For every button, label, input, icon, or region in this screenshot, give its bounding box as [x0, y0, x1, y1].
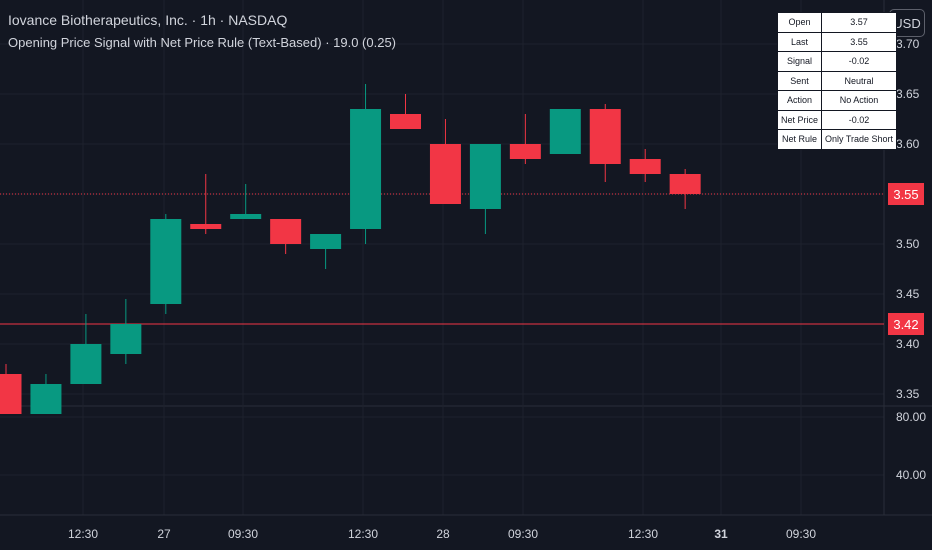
info-table-key: Sent: [776, 70, 823, 91]
y-tick-label: 3.70: [896, 37, 920, 51]
candle-body: [469, 144, 501, 209]
candle-body: [669, 174, 701, 194]
info-table-value: -0.02: [821, 109, 898, 130]
info-table-key: Signal: [776, 51, 823, 72]
info-table-row: Net Price -0.02: [776, 109, 898, 130]
info-table-key: Net Price: [776, 109, 823, 130]
y-tick-label: 3.60: [896, 137, 920, 151]
last-price-tag: 3.55: [888, 183, 924, 205]
candle-body: [390, 114, 421, 129]
indicator-title[interactable]: Opening Price Signal with Net Price Rule…: [8, 35, 397, 50]
info-table-key: Net Rule: [776, 129, 823, 150]
info-table-row: Action No Action: [776, 90, 898, 111]
signal-info-table: Open 3.57 Last 3.55 Signal -0.02 Sent Neutral Ac…: [776, 12, 898, 150]
candle-body: [230, 214, 262, 219]
info-table-row: Net Rule Only Trade Short: [776, 129, 898, 150]
candle-body: [30, 384, 62, 414]
candle-body: [150, 219, 182, 304]
level-price-tag: 3.42: [888, 313, 924, 335]
x-tick-label: 28: [436, 527, 450, 541]
x-tick-label: 27: [157, 527, 171, 541]
x-tick-label: 12:30: [628, 527, 658, 541]
candle-body: [190, 224, 222, 229]
candle-body: [0, 374, 22, 414]
info-table-value: Neutral: [821, 70, 898, 91]
x-tick-label: 31: [714, 527, 728, 541]
candle-body: [549, 109, 581, 154]
indicator-tick-label: 40.00: [896, 468, 926, 482]
info-table-value: 3.57: [821, 12, 898, 33]
x-tick-label: 09:30: [508, 527, 538, 541]
x-tick-label: 09:30: [228, 527, 258, 541]
x-tick-label: 12:30: [68, 527, 98, 541]
y-tick-label: 3.50: [896, 237, 920, 251]
x-tick-label: 09:30: [786, 527, 816, 541]
info-table-row: Last 3.55: [776, 31, 898, 52]
info-table-value: No Action: [821, 90, 898, 111]
indicator-tick-label: 80.00: [896, 410, 926, 424]
info-table-value: -0.02: [821, 51, 898, 72]
candle-body: [310, 234, 342, 249]
info-table-row: Open 3.57: [776, 12, 898, 33]
candle-body: [70, 344, 102, 384]
info-table-value: 3.55: [821, 31, 898, 52]
info-table-value: Only Trade Short: [821, 129, 898, 150]
symbol-title[interactable]: Iovance Biotherapeutics, Inc. · 1h · NAS…: [8, 12, 288, 28]
y-tick-label: 3.65: [896, 87, 920, 101]
y-tick-label: 3.40: [896, 337, 920, 351]
y-tick-label: 3.35: [896, 387, 920, 401]
candle-body: [350, 109, 382, 229]
candle-body: [629, 159, 661, 174]
info-table-row: Sent Neutral: [776, 70, 898, 91]
info-table-key: Action: [776, 90, 823, 111]
candle-body: [429, 144, 461, 204]
x-tick-label: 12:30: [348, 527, 378, 541]
y-tick-label: 3.45: [896, 287, 920, 301]
candle-body: [270, 219, 302, 244]
candle-body: [509, 144, 541, 159]
info-table-key: Open: [776, 12, 823, 33]
info-table-row: Signal -0.02: [776, 51, 898, 72]
candle-body: [110, 324, 142, 354]
info-table-key: Last: [776, 31, 823, 52]
candle-body: [589, 109, 621, 164]
